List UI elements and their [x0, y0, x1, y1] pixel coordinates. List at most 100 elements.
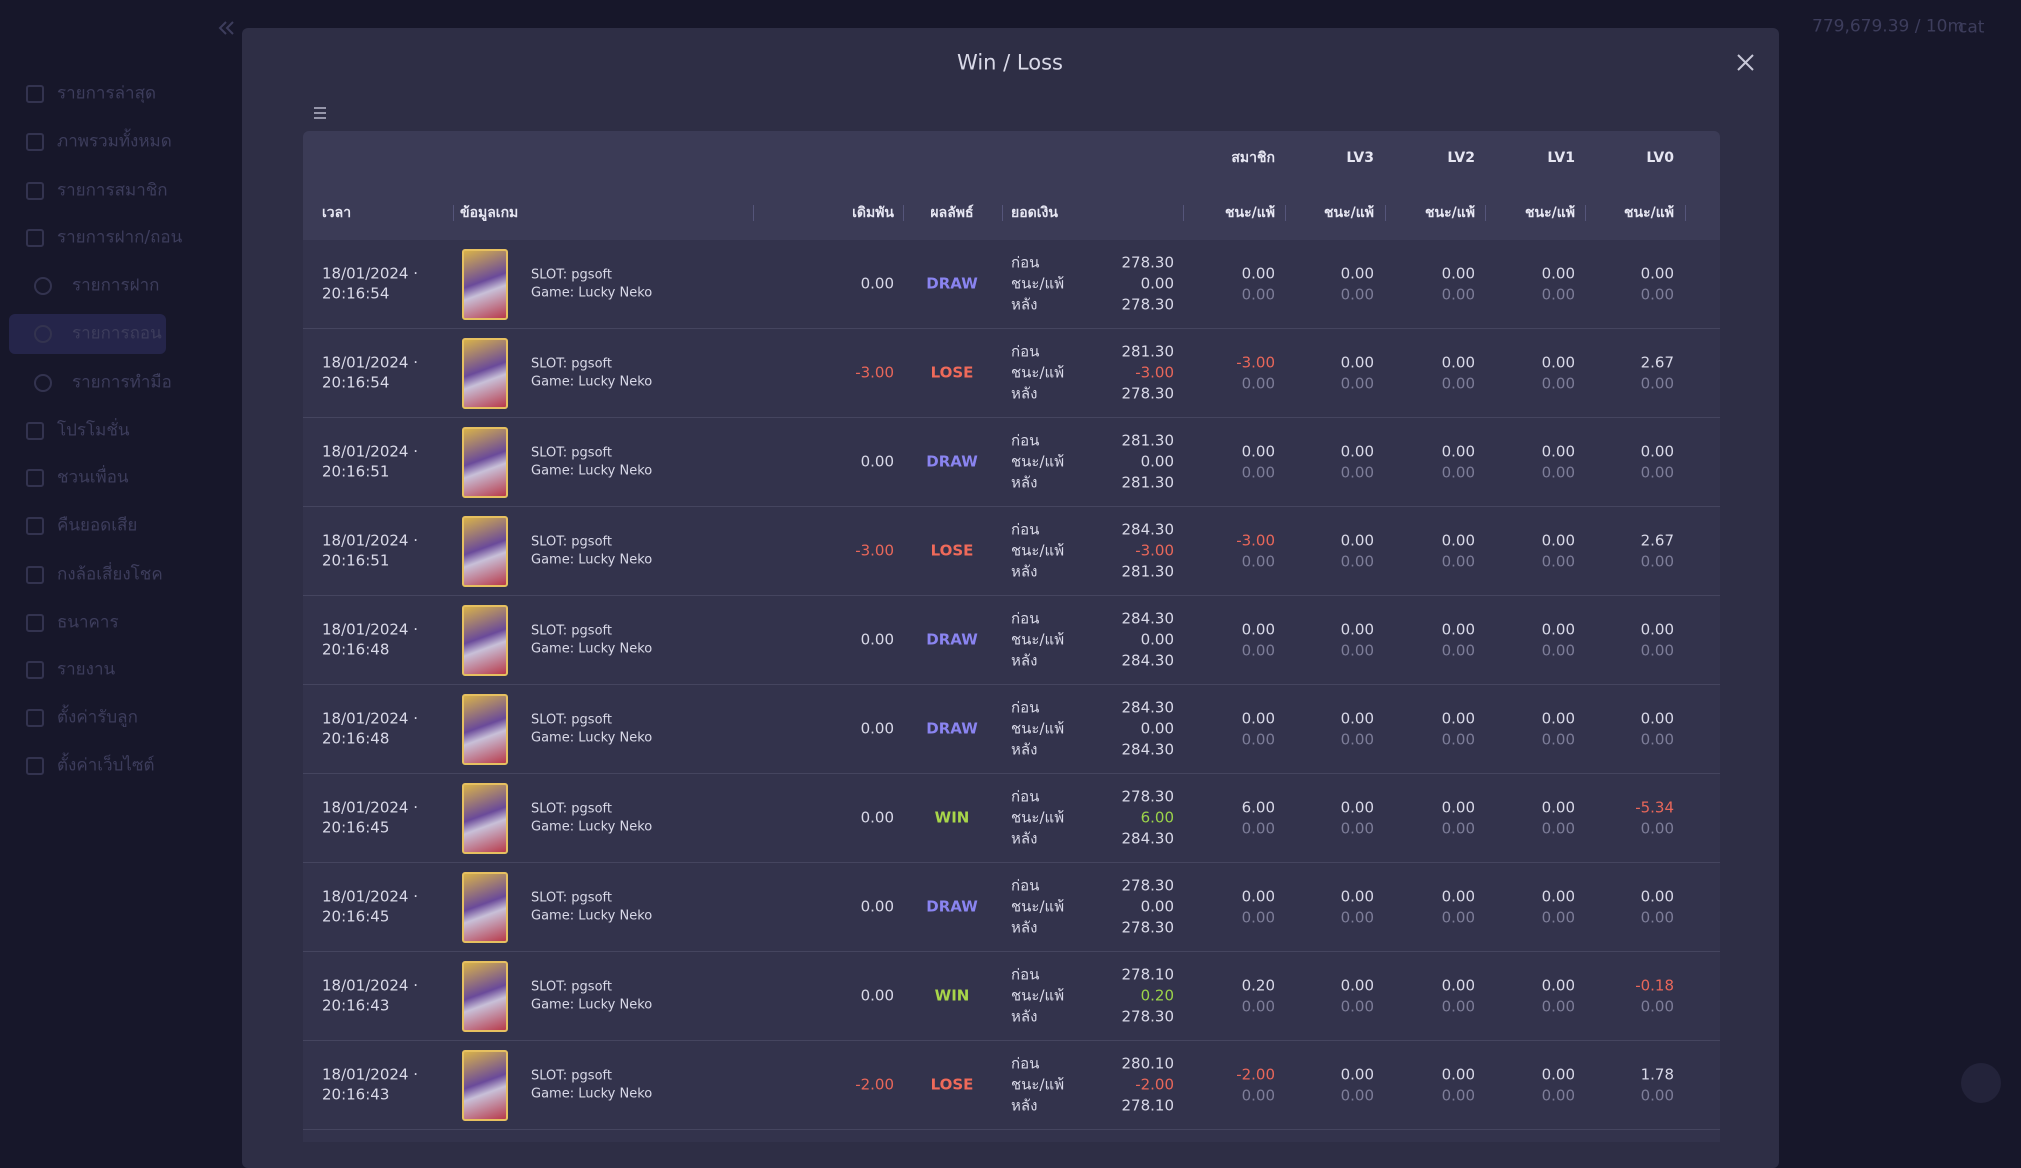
balance-label: ก่อน	[1011, 609, 1040, 628]
menu-item: ภาพรวมทั้งหมด	[57, 131, 172, 152]
winloss: 0.00	[1640, 442, 1674, 461]
credit: 779,679.39 / 10m	[1812, 16, 1965, 37]
menu-icon	[26, 182, 44, 200]
menu-item: ตั้งค่ารับลูก	[57, 707, 138, 728]
game-name: Game: Lucky Neko	[531, 997, 653, 1013]
game-thumbnail	[462, 783, 508, 854]
winloss: 0.00	[1441, 620, 1475, 639]
balance-label: ก่อน	[1011, 1054, 1040, 1073]
winloss: 0.00	[1541, 620, 1575, 639]
winloss: 0.00	[1340, 976, 1374, 995]
game-name: Game: Lucky Neko	[531, 641, 653, 657]
bet: 0.00	[860, 808, 894, 827]
winloss: 2.67	[1640, 531, 1674, 550]
provider: SLOT: pgsoft	[531, 1068, 612, 1084]
table-header	[303, 131, 1720, 240]
balance-value: 278.30	[1121, 918, 1175, 937]
game-thumbnail	[462, 961, 508, 1032]
column-header: ผลลัพธ์	[930, 205, 974, 221]
winloss-sub: 0.00	[1441, 730, 1475, 749]
provider: SLOT: pgsoft	[531, 445, 612, 461]
group-header: LV2	[1447, 150, 1475, 166]
winloss: 0.00	[1541, 442, 1575, 461]
balance-label: ชนะ/แพ้	[1011, 808, 1065, 827]
column-separator	[1285, 205, 1286, 221]
menu-icon	[26, 229, 44, 247]
row-divider	[303, 595, 1720, 596]
menu-icon	[26, 661, 44, 679]
provider: SLOT: pgsoft	[531, 356, 612, 372]
result: DRAW	[926, 719, 978, 738]
winloss: 0.00	[1340, 264, 1374, 283]
column-separator	[453, 205, 454, 221]
time: 20:16:43	[322, 996, 390, 1015]
winloss: 0.00	[1340, 798, 1374, 817]
winloss-sub: 0.00	[1340, 997, 1374, 1016]
radio-icon	[34, 325, 52, 343]
winloss-sub: 0.00	[1241, 1086, 1275, 1105]
winloss: 0.00	[1441, 442, 1475, 461]
date: 18/01/2024 ·	[322, 442, 418, 461]
provider: SLOT: pgsoft	[531, 801, 612, 817]
winloss-sub: 0.00	[1340, 908, 1374, 927]
row-divider	[303, 951, 1720, 952]
balance-value: 278.10	[1121, 965, 1175, 984]
winloss: 0.00	[1640, 620, 1674, 639]
winloss: 0.00	[1441, 1065, 1475, 1084]
winloss-sub: 0.00	[1241, 285, 1275, 304]
balance-label: หลัง	[1011, 384, 1038, 403]
game-name: Game: Lucky Neko	[531, 552, 653, 568]
balance-value: 6.00	[1140, 808, 1174, 827]
group-header: LV0	[1646, 150, 1674, 166]
winloss-sub: 0.00	[1640, 730, 1674, 749]
menu-item: คืนยอดเสีย	[57, 515, 138, 536]
balance-value: 284.30	[1121, 829, 1175, 848]
winloss-sub: 0.00	[1541, 819, 1575, 838]
menu-icon	[26, 422, 44, 440]
row-divider	[303, 1040, 1720, 1041]
winloss-sub: 0.00	[1241, 819, 1275, 838]
balance-label: หลัง	[1011, 918, 1038, 937]
balance-label: ชนะ/แพ้	[1011, 541, 1065, 560]
balance-label: ชนะ/แพ้	[1011, 363, 1065, 382]
winloss: 0.00	[1541, 709, 1575, 728]
balance-label: ก่อน	[1011, 698, 1040, 717]
winloss: 0.00	[1441, 976, 1475, 995]
winloss-sub: 0.00	[1340, 819, 1374, 838]
group-header: LV1	[1547, 150, 1575, 166]
column-separator	[1485, 205, 1486, 221]
menu-item: ตั้งค่าเว็บไซต์	[57, 755, 155, 776]
balance-label: ชนะ/แพ้	[1011, 630, 1065, 649]
winloss: 0.00	[1340, 620, 1374, 639]
balance-value: 281.30	[1121, 473, 1175, 492]
winloss-sub: 0.00	[1541, 374, 1575, 393]
result: DRAW	[926, 630, 978, 649]
menu-item: ชวนเพื่อน	[57, 467, 129, 488]
winloss: 0.00	[1441, 264, 1475, 283]
balance-value: -3.00	[1135, 541, 1174, 560]
winloss-sub: 0.00	[1340, 1086, 1374, 1105]
time: 20:16:43	[322, 1085, 390, 1104]
balance-value: 0.00	[1140, 630, 1174, 649]
winloss-sub: 0.00	[1340, 641, 1374, 660]
column-header: ชนะ/แพ้	[1324, 205, 1374, 221]
balance-value: 0.00	[1140, 897, 1174, 916]
winloss-sub: 0.00	[1340, 285, 1374, 304]
winloss-sub: 0.00	[1241, 730, 1275, 749]
modal-title: Win / Loss	[957, 50, 1063, 75]
menu-item: ธนาคาร	[57, 612, 119, 633]
winloss-sub: 0.00	[1241, 463, 1275, 482]
winloss-sub: 0.00	[1541, 285, 1575, 304]
game-thumbnail	[462, 338, 508, 409]
column-header: เวลา	[322, 205, 352, 221]
balance-value: 278.30	[1121, 876, 1175, 895]
balance-value: 284.30	[1121, 740, 1175, 759]
result: LOSE	[930, 363, 974, 382]
winloss: 6.00	[1241, 798, 1275, 817]
date: 18/01/2024 ·	[322, 1065, 418, 1084]
provider: SLOT: pgsoft	[531, 890, 612, 906]
winloss-sub: 0.00	[1441, 819, 1475, 838]
group-header: LV3	[1346, 150, 1374, 166]
winloss-sub: 0.00	[1441, 285, 1475, 304]
menu-item: รายการล่าสุด	[57, 83, 156, 104]
